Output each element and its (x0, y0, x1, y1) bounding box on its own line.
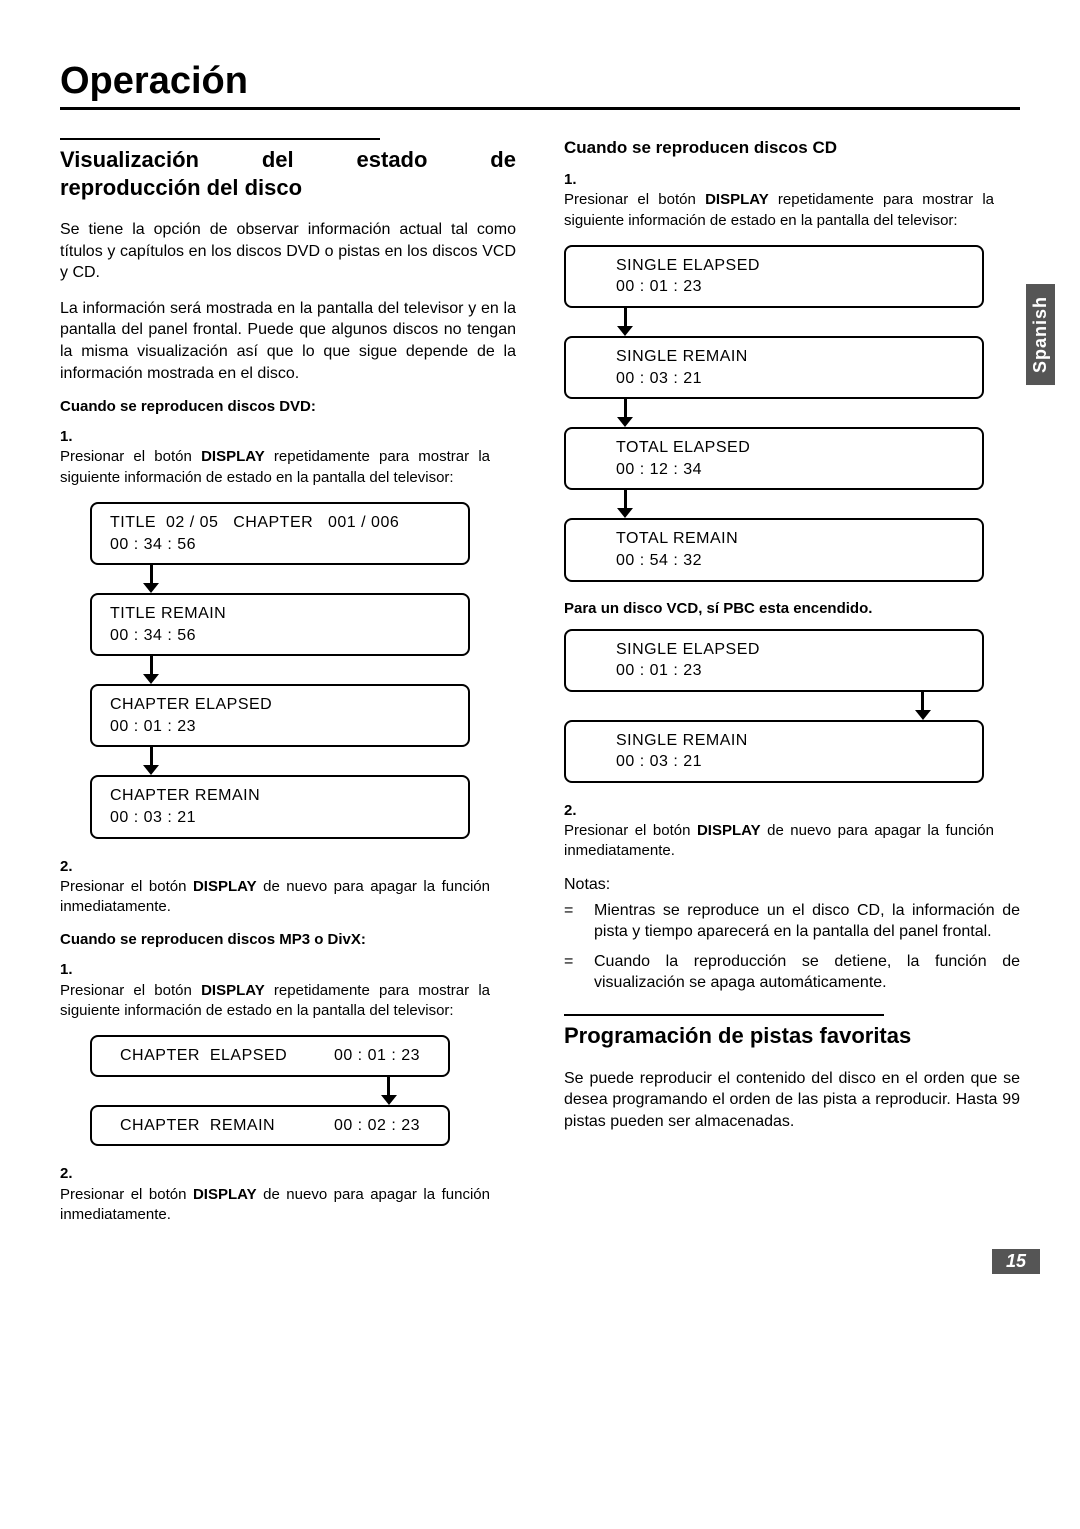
page-title: Operación (60, 60, 1020, 103)
arrow-down-icon (90, 747, 470, 775)
arrow-down-icon (90, 1077, 450, 1105)
mp3-flow: CHAPTER ELAPSED00 : 01 : 23 CHAPTER REMA… (90, 1035, 450, 1146)
dvd-label: Cuando se reproducen discos DVD: (60, 398, 516, 415)
mp3-step-1: 1. Presionar el botón DISPLAY repetidame… (60, 960, 516, 1021)
notes-label: Notas: (564, 876, 1020, 894)
intro-para-1: Se tiene la opción de observar informaci… (60, 219, 516, 284)
content-columns: Visualización del estado de reproducción… (60, 138, 1020, 1239)
dvd-step-2: 2. Presionar el botón DISPLAY de nuevo p… (60, 857, 516, 918)
display-box: TITLE 02 / 05 CHAPTER 001 / 006 00 : 34 … (90, 502, 470, 565)
mp3-step-2: 2. Presionar el botón DISPLAY de nuevo p… (60, 1164, 516, 1225)
manual-page: Operación Visualización del estado de re… (0, 0, 1080, 1299)
arrow-down-icon (564, 399, 984, 427)
arrow-down-icon (564, 490, 984, 518)
dvd-flow: TITLE 02 / 05 CHAPTER 001 / 006 00 : 34 … (90, 502, 470, 839)
right-column: Cuando se reproducen discos CD 1. Presio… (564, 138, 1020, 1239)
section-divider (564, 1014, 884, 1016)
arrow-down-icon (564, 308, 984, 336)
section-heading-programming: Programación de pistas favoritas (564, 1022, 1020, 1050)
display-box: SINGLE REMAIN 00 : 03 : 21 (564, 336, 984, 399)
page-number: 15 (992, 1249, 1040, 1274)
cd-label: Cuando se reproducen discos CD (564, 138, 1020, 158)
display-box: TOTAL ELAPSED 00 : 12 : 34 (564, 427, 984, 490)
cd-step-2: 2. Presionar el botón DISPLAY de nuevo p… (564, 801, 1020, 862)
arrow-down-icon (564, 692, 984, 720)
display-box: CHAPTER ELAPSED 00 : 01 : 23 (90, 684, 470, 747)
display-box: TOTAL REMAIN 00 : 54 : 32 (564, 518, 984, 581)
cd-step-1: 1. Presionar el botón DISPLAY repetidame… (564, 170, 1020, 231)
display-box: SINGLE ELAPSED 00 : 01 : 23 (564, 245, 984, 308)
arrow-down-icon (90, 656, 470, 684)
display-box: CHAPTER REMAIN00 : 02 : 23 (90, 1105, 450, 1147)
left-column: Visualización del estado de reproducción… (60, 138, 516, 1239)
language-tab: Spanish (1026, 284, 1055, 385)
section-heading-visualization: Visualización del estado de reproducción… (60, 146, 516, 201)
section-divider (60, 138, 380, 140)
note-item: = Mientras se reproduce un el disco CD, … (564, 900, 1020, 943)
cd-flow: SINGLE ELAPSED 00 : 01 : 23 SINGLE REMAI… (564, 245, 984, 582)
display-box: TITLE REMAIN 00 : 34 : 56 (90, 593, 470, 656)
vcd-flow: SINGLE ELAPSED 00 : 01 : 23 SINGLE REMAI… (564, 629, 984, 783)
arrow-down-icon (90, 565, 470, 593)
display-box: CHAPTER REMAIN 00 : 03 : 21 (90, 775, 470, 838)
mp3-label: Cuando se reproducen discos MP3 o DivX: (60, 931, 516, 948)
title-divider (60, 107, 1020, 110)
note-item: = Cuando la reproducción se detiene, la … (564, 951, 1020, 994)
display-box: SINGLE ELAPSED 00 : 01 : 23 (564, 629, 984, 692)
programming-para: Se puede reproducir el contenido del dis… (564, 1068, 1020, 1133)
intro-para-2: La información será mostrada en la panta… (60, 298, 516, 384)
display-box: SINGLE REMAIN 00 : 03 : 21 (564, 720, 984, 783)
vcd-label: Para un disco VCD, sí PBC esta encendido… (564, 600, 1020, 617)
dvd-step-1: 1. Presionar el botón DISPLAY repetidame… (60, 427, 516, 488)
display-box: CHAPTER ELAPSED00 : 01 : 23 (90, 1035, 450, 1077)
